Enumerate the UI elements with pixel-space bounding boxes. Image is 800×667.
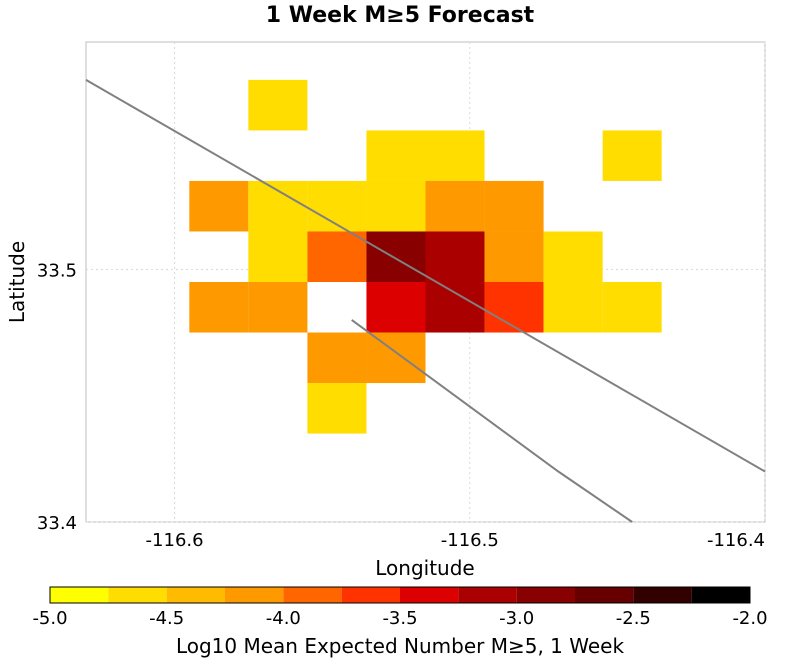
colorbar-tick-label: -4.5: [149, 608, 184, 629]
colorbar-segment: [341, 587, 400, 603]
colorbar-segment: [225, 587, 284, 603]
heatmap-cell: [543, 282, 603, 333]
heatmap-cell: [307, 383, 367, 434]
heatmap-cell: [366, 332, 426, 384]
heatmap-cell: [602, 282, 662, 333]
heatmap-cell: [307, 332, 367, 384]
heatmap-cell: [543, 231, 603, 282]
heatmap-cell: [366, 180, 426, 232]
heatmap-cell: [248, 282, 308, 333]
y-tick-label: 33.4: [37, 513, 77, 534]
colorbar-tick-label: -2.0: [732, 608, 767, 629]
heatmap-cell: [484, 231, 544, 282]
fault-line: [351, 319, 633, 523]
heatmap-cell: [307, 231, 367, 282]
heatmap-cell: [366, 282, 426, 333]
heatmap-cell: [425, 282, 485, 333]
x-tick-label: -116.4: [707, 530, 765, 551]
heatmap-cell: [484, 180, 544, 232]
heatmap-cell: [425, 231, 485, 282]
colorbar-segment: [516, 587, 575, 603]
x-tick-label: -116.6: [146, 530, 204, 551]
heatmap-cell: [248, 231, 308, 282]
fault-lines: [85, 79, 766, 523]
colorbar-segment: [108, 587, 167, 603]
y-tick-label: 33.5: [37, 260, 77, 281]
y-axis-ticks: 33.5 33.4: [37, 260, 77, 534]
x-tick-label: -116.5: [441, 530, 499, 551]
fault-line: [85, 79, 766, 473]
y-axis-label: Latitude: [5, 241, 29, 323]
colorbar-tick-label: -5.0: [32, 608, 67, 629]
colorbar-segment: [458, 587, 517, 603]
heatmap-cell: [602, 130, 662, 181]
colorbar-ticks: -5.0 -4.5 -4.0 -3.5 -3.0 -2.5 -2.0: [32, 608, 767, 629]
heatmap-cell: [248, 79, 308, 131]
heatmap-cell: [484, 282, 544, 333]
heatmap-cell: [425, 180, 485, 232]
heatmap-cell: [366, 130, 426, 181]
heatmap-cells: [189, 79, 662, 434]
x-axis-label: Longitude: [375, 556, 474, 580]
colorbar-tick-label: -2.5: [616, 608, 651, 629]
colorbar: [49, 586, 751, 604]
colorbar-segment: [575, 587, 634, 603]
heatmap-cell: [307, 180, 367, 232]
heatmap-cell: [366, 231, 426, 282]
colorbar-segment: [691, 587, 750, 603]
colorbar-segment: [633, 587, 692, 603]
colorbar-tick-label: -4.0: [266, 608, 301, 629]
colorbar-label: Log10 Mean Expected Number M≥5, 1 Week: [176, 634, 624, 658]
colorbar-tick-label: -3.0: [499, 608, 534, 629]
heatmap-cell: [248, 180, 308, 232]
colorbar-segment: [166, 587, 225, 603]
heatmap-cell: [189, 282, 249, 333]
colorbar-segment: [283, 587, 342, 603]
colorbar-border: [49, 586, 751, 604]
chart-title: 1 Week M≥5 Forecast: [266, 3, 535, 28]
colorbar-segment: [400, 587, 459, 603]
x-axis-ticks: -116.6 -116.5 -116.4: [146, 530, 765, 551]
heatmap-cell: [189, 180, 249, 232]
heatmap-cell: [425, 130, 485, 181]
colorbar-segment: [50, 587, 109, 603]
colorbar-tick-label: -3.5: [382, 608, 417, 629]
